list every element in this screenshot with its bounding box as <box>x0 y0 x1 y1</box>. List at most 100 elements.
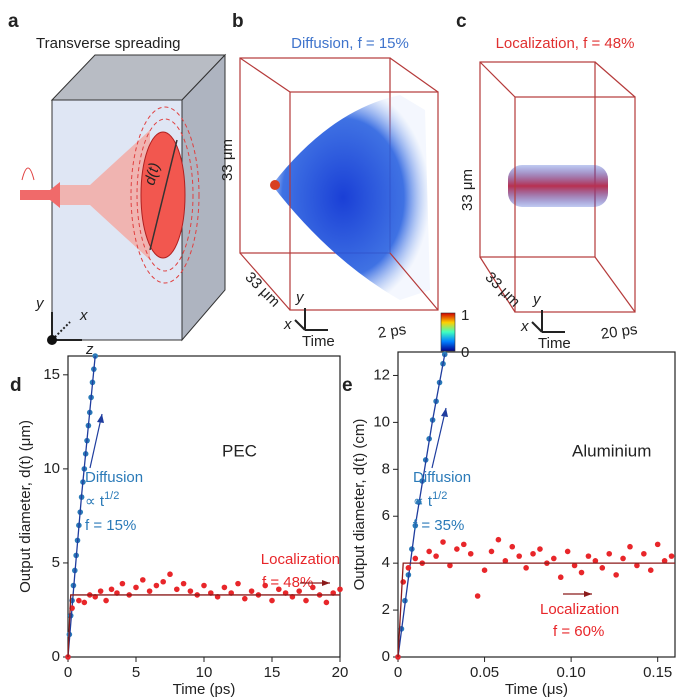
data-point <box>433 553 439 559</box>
data-point <box>242 595 248 602</box>
data-point <box>133 584 139 591</box>
cube-back <box>479 61 596 258</box>
y-tick-label: 4 <box>382 554 390 571</box>
panel-a: a Transverse spreading d(t) y x z <box>8 11 227 358</box>
data-point <box>412 555 419 562</box>
fit-line <box>397 562 675 658</box>
data-point <box>201 582 207 589</box>
data-point <box>447 562 453 569</box>
x-tick-label: 10 <box>196 664 213 681</box>
axis-name: z <box>85 341 94 358</box>
data-point <box>523 565 529 571</box>
halo <box>136 118 194 272</box>
data-point <box>103 597 109 604</box>
origin <box>47 335 57 345</box>
data-point <box>578 569 585 576</box>
data-point <box>337 586 343 593</box>
y-tick-label: 8 <box>382 460 390 477</box>
data-point <box>108 586 115 593</box>
axis-name: Time <box>538 335 571 352</box>
y-tick-label: 0 <box>52 648 60 665</box>
x-tick-label: 0 <box>394 664 402 681</box>
cube-edges <box>239 57 439 311</box>
duration-label: 2 ps <box>377 321 407 342</box>
series-label: Diffusion <box>413 469 471 486</box>
axis-name: y <box>35 295 45 312</box>
x-tick-label: 15 <box>264 664 281 681</box>
box-side <box>181 53 226 342</box>
data-point <box>668 553 675 559</box>
data-point <box>641 550 647 557</box>
diffusion-cloud <box>272 95 430 300</box>
y-tick-label: 15 <box>43 366 60 383</box>
axes-gizmo <box>294 308 328 331</box>
fit-line <box>67 594 340 658</box>
plot-frame <box>67 355 341 658</box>
trend-arrow <box>89 413 103 469</box>
y-tick-label: 10 <box>43 460 60 477</box>
data-point <box>516 553 522 559</box>
data-point <box>606 550 613 557</box>
data-point <box>303 597 309 604</box>
data-point <box>537 546 543 552</box>
panel-title: Localization, f = 48% <box>496 35 635 52</box>
size-label: 33 μm <box>242 269 284 311</box>
series-note: ∝ t1/2 <box>85 490 119 510</box>
panel-letter: e <box>342 375 353 396</box>
note-text: ∝ t <box>413 493 433 510</box>
colorbar-label: 1 <box>461 307 469 324</box>
data-point <box>627 543 633 550</box>
data-point <box>654 541 661 548</box>
axis-name: y <box>532 291 542 308</box>
data-point <box>426 548 432 555</box>
panel-letter: c <box>456 11 467 32</box>
axis-name: y <box>295 289 305 306</box>
x-tick-label: 20 <box>332 664 349 681</box>
axis-name: x <box>283 316 292 333</box>
halo <box>130 106 200 284</box>
panel-letter: b <box>232 11 244 32</box>
series-label: Localization <box>261 551 340 568</box>
y-axis-title: Output diameter, d(t) (μm) <box>17 420 34 593</box>
data-point <box>440 539 446 545</box>
data-point <box>235 580 241 587</box>
series-fraction: f = 48% <box>262 574 313 591</box>
data-point <box>405 565 412 571</box>
cube-edges <box>479 61 636 313</box>
data-point <box>310 584 316 591</box>
y-tick-label: 5 <box>52 554 60 571</box>
panel-b: b Diffusion, f = 15% 33 μm 33 μm y x Tim… <box>219 11 439 350</box>
data-point <box>140 577 146 583</box>
data-point <box>221 584 228 591</box>
data-point <box>647 567 654 573</box>
data-point <box>620 555 626 562</box>
note-sup: 1/2 <box>104 490 119 502</box>
data-point <box>81 599 88 606</box>
axes-gizmo <box>531 310 565 333</box>
arrow-head <box>322 580 330 586</box>
spot-diameter <box>149 139 178 251</box>
data-point <box>488 548 495 555</box>
data-point <box>585 553 592 559</box>
panel-letter: a <box>8 11 19 32</box>
data-point <box>564 548 571 555</box>
y-tick-label: 6 <box>382 507 390 524</box>
series-fraction: f = 15% <box>85 517 136 534</box>
data-point <box>146 588 153 594</box>
data-point <box>454 546 460 552</box>
series-label: Diffusion <box>85 469 143 486</box>
data-point <box>661 558 668 564</box>
panel-letter: d <box>10 375 22 396</box>
duration-label: 20 ps <box>600 321 639 343</box>
y-axis-title: Output diameter, d(t) (cm) <box>351 419 368 591</box>
panel-c: c Localization, f = 48% 33 μm 33 μm y x … <box>456 11 638 352</box>
x-axis-title: Time (ps) <box>173 681 236 698</box>
panel-title: Transverse spreading <box>36 35 181 52</box>
arrow-head <box>97 414 104 423</box>
x-axis-title: Time (μs) <box>505 681 568 698</box>
beam <box>60 130 150 260</box>
data-point <box>174 586 180 593</box>
y-tick-label: 12 <box>373 366 390 383</box>
data-point <box>160 578 166 585</box>
data-point <box>180 580 187 587</box>
